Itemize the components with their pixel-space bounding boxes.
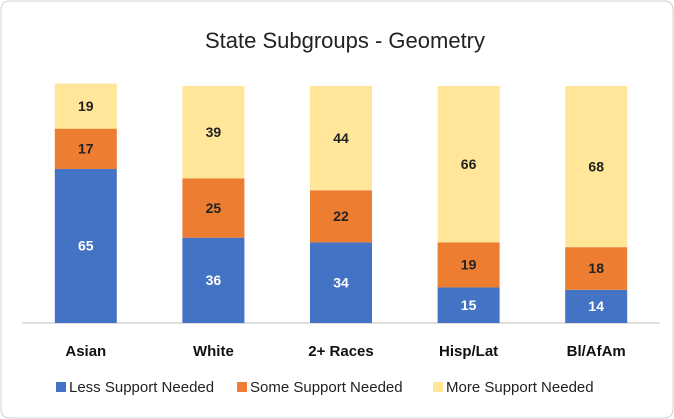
data-label: 17 bbox=[78, 141, 94, 157]
data-label: 18 bbox=[588, 260, 604, 276]
bar-segment bbox=[565, 247, 628, 290]
bar-segment bbox=[182, 237, 245, 323]
bar-segment bbox=[437, 86, 500, 243]
bar-segment bbox=[182, 178, 245, 238]
data-label: 65 bbox=[78, 238, 94, 254]
data-label: 19 bbox=[78, 98, 94, 114]
bar-segment bbox=[437, 242, 500, 288]
legend-swatch bbox=[237, 382, 247, 392]
legend-swatch bbox=[433, 382, 443, 392]
data-label: 39 bbox=[206, 124, 222, 140]
data-label: 14 bbox=[588, 298, 604, 314]
bar-segment bbox=[310, 242, 372, 323]
legend-label: More Support Needed bbox=[446, 379, 594, 396]
bar-segment bbox=[54, 168, 117, 323]
data-label: 19 bbox=[461, 257, 477, 273]
data-label: 34 bbox=[333, 274, 349, 290]
x-tick-label: Asian bbox=[65, 343, 106, 360]
legend-swatch bbox=[56, 382, 66, 392]
bar-segment bbox=[310, 86, 372, 191]
data-label: 36 bbox=[206, 272, 222, 288]
data-label: 25 bbox=[206, 200, 222, 216]
bar-segment bbox=[182, 86, 245, 179]
x-tick-label: Bl/AfAm bbox=[567, 343, 626, 360]
bar-segment bbox=[310, 190, 372, 243]
bar-segment bbox=[54, 128, 117, 169]
data-label: 44 bbox=[333, 130, 349, 146]
data-label: 22 bbox=[333, 208, 349, 224]
data-label: 68 bbox=[588, 158, 604, 174]
x-tick-label: Hisp/Lat bbox=[439, 343, 498, 360]
bar-segment bbox=[437, 287, 500, 323]
data-label: 66 bbox=[461, 156, 477, 172]
legend-label: Some Support Needed bbox=[250, 379, 403, 396]
chart-title: State Subgroups - Geometry bbox=[205, 28, 485, 53]
bar-segment bbox=[565, 289, 628, 323]
bar-segment bbox=[54, 83, 117, 129]
x-tick-label: White bbox=[193, 343, 234, 360]
bar-segment bbox=[565, 86, 628, 248]
data-label: 15 bbox=[461, 297, 477, 313]
x-tick-label: 2+ Races bbox=[308, 343, 373, 360]
legend-label: Less Support Needed bbox=[69, 379, 214, 396]
